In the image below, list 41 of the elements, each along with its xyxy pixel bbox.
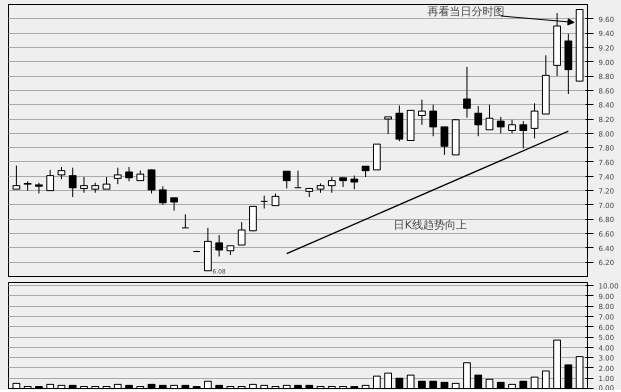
candlestick [362,166,370,178]
candlestick [24,180,32,192]
candlestick [181,214,190,228]
candlestick [316,182,324,194]
candlestick [125,166,133,182]
candlestick [215,234,224,257]
candlestick [91,182,100,194]
candlestick [136,170,144,182]
candlestick [339,177,347,188]
candlestick [114,167,122,185]
candlestick [418,99,426,126]
candlestick [12,165,20,190]
candlestick [46,169,54,192]
annotation: 再看当日分时图 [428,5,505,18]
candlestick [148,168,156,194]
candlestick [170,197,178,212]
candlestick [384,116,392,135]
candlestick [68,167,77,198]
candlestick [463,66,471,118]
annotation: 日K线趋势向上 [394,218,467,232]
candlestick [429,104,438,137]
candlestick [328,176,336,194]
candlestick [350,175,358,190]
candlestick [80,176,88,194]
candlestick [508,119,516,134]
candlestick [486,104,494,130]
candlestick [260,195,268,209]
candlestick [282,170,291,189]
candlestick [474,106,482,137]
candlestick [58,166,66,180]
candlestick [305,187,314,198]
candlestick [530,102,538,139]
candlestick [158,186,167,206]
candlestick [496,116,505,134]
candlestick [35,182,43,194]
candlestick [440,126,448,156]
candlestick [226,245,234,256]
candlestick [294,170,302,188]
candlestick [102,176,110,190]
candlestick [238,222,246,246]
candlestick [272,192,280,206]
